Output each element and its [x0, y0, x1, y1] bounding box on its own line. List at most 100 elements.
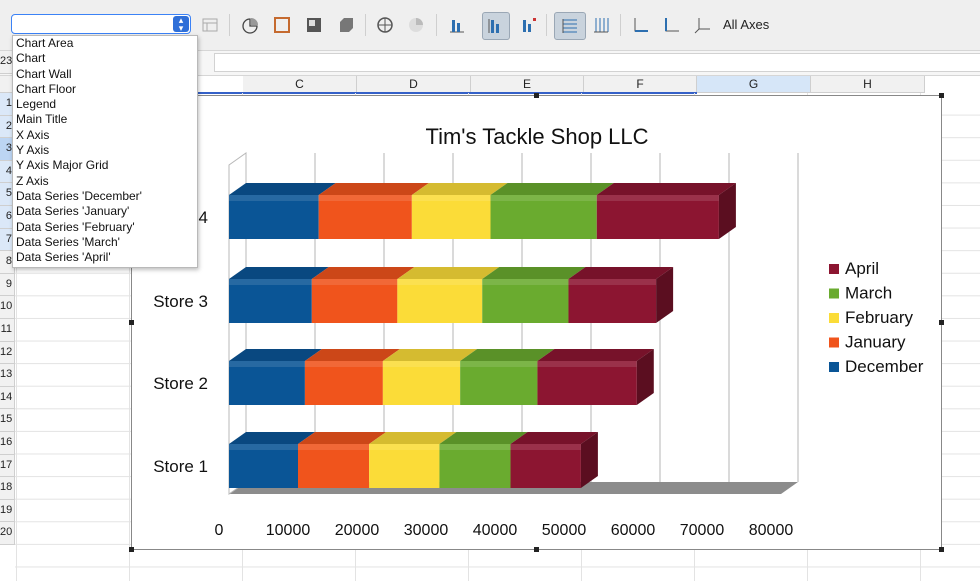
- data-table-icon[interactable]: [375, 15, 395, 35]
- dropdown-item[interactable]: Y Axis Major Grid: [16, 158, 109, 173]
- dropdown-item[interactable]: Data Series 'April': [16, 250, 111, 265]
- y-axis-icon[interactable]: [662, 15, 682, 35]
- x-tick-label: 50000: [542, 522, 587, 539]
- column-header-h[interactable]: H: [811, 76, 925, 93]
- vertical-grid-icon[interactable]: [591, 15, 611, 35]
- bar-highlight: [369, 444, 440, 450]
- formula-input[interactable]: [214, 53, 980, 72]
- dropdown-item[interactable]: Main Title: [16, 112, 68, 127]
- bar-front: [229, 444, 298, 488]
- chart-wall-icon[interactable]: [272, 15, 292, 35]
- bar-highlight: [460, 361, 538, 367]
- horizontal-grid-icon: [562, 19, 577, 33]
- row-header[interactable]: 23: [0, 51, 15, 74]
- legend-icon: [488, 19, 499, 33]
- bar-highlight: [568, 279, 657, 285]
- bar-segment: [596, 183, 736, 239]
- data-labels-icon[interactable]: [519, 15, 539, 35]
- dropdown-item[interactable]: Data Series 'December': [16, 188, 142, 203]
- category-label: 4: [199, 208, 208, 227]
- 3d-view-icon[interactable]: [336, 15, 356, 35]
- resize-handle[interactable]: [534, 547, 539, 552]
- row-header[interactable]: 9: [0, 273, 15, 297]
- resize-handle[interactable]: [534, 93, 539, 98]
- bar-top: [229, 432, 315, 444]
- dropdown-item[interactable]: Chart Area: [16, 36, 74, 50]
- chart-type-icon[interactable]: [240, 15, 260, 35]
- bar-side: [580, 432, 598, 488]
- dropdown-item[interactable]: Chart: [16, 51, 46, 66]
- x-axis-icon[interactable]: [631, 15, 651, 35]
- column-header-f[interactable]: F: [584, 76, 697, 93]
- bar-highlight: [510, 444, 581, 450]
- all-axes-icon[interactable]: [693, 15, 713, 35]
- insert-titles-icon[interactable]: [447, 15, 467, 35]
- bar-front: [596, 195, 719, 239]
- chart-area[interactable]: Tim's Tackle Shop LLC 0 10000 20000 30000 400…: [132, 96, 941, 549]
- all-axes-label[interactable]: All Axes: [723, 17, 770, 32]
- select-arrows-icon[interactable]: ▴ ▾: [173, 16, 189, 33]
- bar-front: [411, 195, 491, 239]
- row-header[interactable]: 20: [0, 522, 15, 545]
- chart-element-select[interactable]: ▴ ▾: [11, 14, 191, 34]
- dropdown-item[interactable]: Data Series 'February': [16, 219, 135, 234]
- resize-handle[interactable]: [939, 93, 944, 98]
- row-header[interactable]: 14: [0, 386, 15, 410]
- dropdown-item[interactable]: X Axis: [16, 127, 50, 142]
- category-label: Store 3: [153, 292, 208, 311]
- bar-side: [718, 183, 736, 239]
- bar-front: [510, 444, 581, 488]
- dropdown-item[interactable]: Chart Wall: [16, 66, 72, 81]
- bar-segment: [229, 432, 315, 488]
- row-header[interactable]: 16: [0, 432, 15, 455]
- bar-segment: [460, 349, 555, 405]
- dropdown-item[interactable]: Legend: [16, 97, 57, 112]
- row-header[interactable]: 11: [0, 319, 15, 342]
- bar-segment: [382, 349, 478, 405]
- bar-top: [304, 349, 400, 361]
- row-header[interactable]: 13: [0, 364, 15, 387]
- bar-top: [439, 432, 528, 444]
- x-tick-label: 10000: [266, 522, 311, 539]
- row-header[interactable]: 15: [0, 409, 15, 432]
- chart-frame[interactable]: Tim's Tackle Shop LLC 0 10000 20000 30000 400…: [131, 95, 942, 550]
- resize-handle[interactable]: [129, 547, 134, 552]
- bar-top: [369, 432, 457, 444]
- bar-segment: [229, 349, 322, 405]
- row-header[interactable]: 10: [0, 296, 15, 319]
- bar-front: [482, 279, 569, 323]
- bar-top: [482, 267, 586, 279]
- row-header[interactable]: 19: [0, 499, 15, 523]
- resize-handle[interactable]: [939, 320, 944, 325]
- row-header[interactable]: 12: [0, 341, 15, 365]
- resize-handle[interactable]: [939, 547, 944, 552]
- bar-front: [568, 279, 657, 323]
- legend-on-off-button[interactable]: [482, 12, 510, 40]
- bar-segment: [537, 349, 654, 405]
- x-tick-label: 0: [215, 522, 224, 539]
- bar-top: [537, 349, 654, 361]
- bar-segment: [411, 183, 508, 239]
- dropdown-item[interactable]: Data Series 'January': [16, 204, 130, 219]
- dropdown-item[interactable]: Y Axis: [16, 143, 50, 158]
- dropdown-item[interactable]: Z Axis: [16, 173, 49, 188]
- x-tick-label: 60000: [611, 522, 656, 539]
- resize-handle[interactable]: [129, 320, 134, 325]
- dropdown-item[interactable]: Chart Floor: [16, 81, 77, 96]
- legend-label: April: [845, 259, 879, 278]
- horizontal-grids-button[interactable]: [554, 12, 586, 40]
- column-header-c[interactable]: C: [243, 76, 357, 93]
- bar-segment: [439, 432, 528, 488]
- column-header-e[interactable]: E: [471, 76, 584, 93]
- chart-element-dropdown: Chart Area Chart Chart Wall Chart Floor Lege…: [12, 35, 198, 268]
- chart-area-icon[interactable]: [304, 15, 324, 35]
- column-header-d[interactable]: D: [357, 76, 471, 93]
- bar-segment: [318, 183, 429, 239]
- row-header[interactable]: 18: [0, 477, 15, 500]
- row-header[interactable]: 17: [0, 454, 15, 478]
- dropdown-item[interactable]: Data Series 'March': [16, 234, 120, 249]
- bar-front: [229, 361, 305, 405]
- format-selection-icon[interactable]: [200, 15, 220, 35]
- column-header-g[interactable]: G: [697, 76, 811, 93]
- bar-front: [229, 279, 312, 323]
